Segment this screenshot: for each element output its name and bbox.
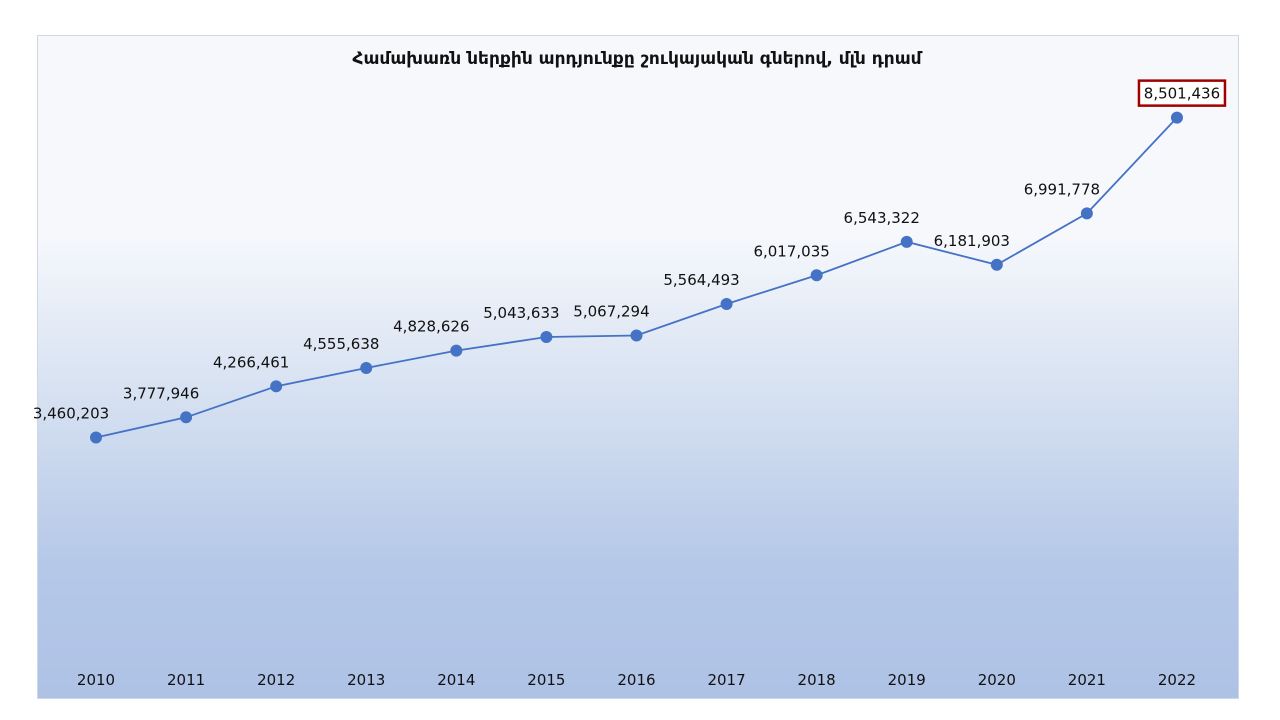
data-point [540,331,553,344]
x-tick-label: 2021 [1068,671,1106,689]
x-tick-label: 2016 [617,671,655,689]
data-point [630,329,643,342]
data-label: 5,564,493 [663,271,739,289]
data-label: 6,017,035 [753,242,829,260]
data-point [360,361,373,374]
data-label: 6,991,778 [1024,180,1100,198]
x-tick-label: 2019 [888,671,926,689]
data-label: 3,777,946 [123,384,199,402]
data-point [720,297,733,310]
data-point [1080,207,1093,220]
x-tick-label: 2018 [798,671,836,689]
chart-area [37,35,1239,699]
chart-title: Համախառն ներքին արդյունքը շուկայական գնե… [352,49,922,69]
data-label: 4,828,626 [393,318,469,336]
data-label: 4,555,638 [303,335,379,353]
x-tick-label: 2011 [167,671,205,689]
x-tick-label: 2022 [1158,671,1196,689]
data-label: 3,460,203 [33,404,109,422]
x-tick-label: 2010 [77,671,115,689]
data-label: 5,067,294 [573,303,649,321]
x-tick-label: 2013 [347,671,385,689]
x-tick-label: 2015 [527,671,565,689]
x-tick-label: 2014 [437,671,475,689]
data-point [270,380,283,393]
data-point [90,431,102,444]
data-point [180,411,193,424]
data-label: 8,501,436 [1144,85,1220,103]
data-label: 5,043,633 [483,304,559,322]
x-tick-label: 2020 [978,671,1016,689]
data-point [990,258,1003,271]
series-line [95,117,1178,439]
data-label: 6,543,322 [844,209,920,227]
data-point [810,269,823,282]
data-label: 6,181,903 [934,232,1010,250]
highlight-label-box [1137,79,1227,107]
data-point [900,235,913,248]
x-tick-label: 2017 [707,671,745,689]
data-point [450,344,463,357]
data-point [1170,111,1183,124]
x-tick-label: 2012 [257,671,295,689]
data-label: 4,266,461 [213,353,289,371]
